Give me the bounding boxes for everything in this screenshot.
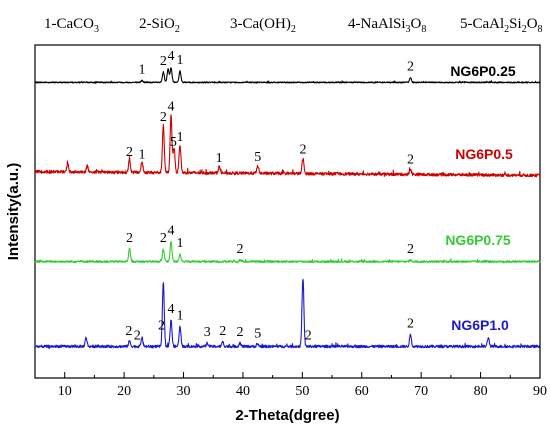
legend-text-part: 3-Ca(OH): [230, 16, 291, 32]
y-axis-title: Intensity(a.u.): [5, 163, 22, 261]
peak-label: 2: [160, 231, 167, 246]
peak-label: 2: [125, 324, 132, 339]
x-axis-title: 2-Theta(dgree): [235, 407, 339, 424]
legend-text-part: 4-NaAlSi: [348, 16, 406, 32]
legend-text-part: 1-CaCO: [44, 16, 94, 32]
peak-label: 2: [299, 142, 306, 157]
peak-label: 5: [170, 135, 177, 150]
x-tick-label: 20: [117, 384, 131, 399]
legend-text-part: 5-CaAl: [460, 16, 504, 32]
legend-text-part: O: [527, 16, 538, 32]
legend-text-part: O: [411, 16, 422, 32]
peak-label: 2: [160, 54, 167, 69]
peak-label: 1: [176, 53, 183, 68]
legend-subscript: 2: [522, 24, 527, 35]
peak-label: 1: [176, 309, 183, 324]
series-line: [34, 114, 541, 178]
peak-label: 2: [219, 324, 226, 339]
legend-text-part: 2-SiO: [139, 16, 175, 32]
peak-label: 2: [236, 325, 243, 340]
legend-subscript: 8: [538, 24, 543, 35]
legend-subscript: 2: [504, 24, 509, 35]
phase-legend-item: 5-CaAl2Si2O8: [460, 16, 543, 35]
plot-frame: [34, 44, 541, 379]
peak-label: 2: [126, 231, 133, 246]
peak-label: 1: [216, 151, 223, 166]
x-tick-label: 80: [474, 384, 488, 399]
peak-label: 2: [158, 319, 165, 334]
series-name: NG6P0.75: [445, 232, 511, 248]
peak-label: 1: [176, 236, 183, 251]
series-names: NG6P0.25 NG6P0.5 NG6P0.75 NG6P1.0: [445, 63, 516, 333]
peak-label: 2: [407, 152, 414, 167]
legend-subscript: 8: [421, 24, 426, 35]
phase-legend-item: 3-Ca(OH)2: [230, 16, 296, 35]
phase-legend-item: 1-CaCO3: [44, 16, 99, 35]
x-tick-label: 60: [355, 384, 369, 399]
legend-subscript: 3: [406, 24, 411, 35]
legend-subscript: 3: [94, 24, 99, 35]
peak-label: 4: [168, 224, 175, 239]
x-tick-label: 30: [177, 384, 191, 399]
legend-text-part: Si: [509, 16, 522, 32]
x-tick-label: 50: [295, 384, 309, 399]
x-tick-label: 90: [533, 384, 547, 399]
legend-subscript: 2: [175, 24, 180, 35]
phase-legend-item: 4-NaAlSi3O8: [348, 16, 426, 35]
peak-label: 2: [126, 145, 133, 160]
peak-label: 2: [134, 328, 141, 343]
peak-label: 5: [254, 326, 261, 341]
series-name: NG6P0.5: [455, 146, 513, 162]
series-name: NG6P0.25: [450, 63, 516, 79]
peak-label: 5: [254, 150, 261, 165]
x-axis-ticks: 10 20 30 40 50 60 70 80 90: [34, 372, 547, 399]
peak-label: 2: [407, 316, 414, 331]
series-name: NG6P1.0: [451, 317, 509, 333]
series-line: [34, 67, 541, 84]
legend-subscript: 2: [291, 24, 296, 35]
peak-label: 2: [407, 60, 414, 75]
peak-label: 3: [204, 325, 211, 340]
series-line: [34, 241, 541, 264]
peak-label: 1: [138, 62, 145, 77]
peak-label: 4: [168, 100, 175, 115]
peak-label: 1: [138, 147, 145, 162]
peak-label: 2: [236, 242, 243, 257]
x-tick-label: 70: [414, 384, 428, 399]
peak-label: 2: [160, 110, 167, 125]
peak-label: 4: [168, 302, 175, 317]
peak-label: 2: [305, 328, 312, 343]
series-line: [34, 278, 541, 350]
phase-legend-item: 2-SiO2: [139, 16, 180, 35]
peak-label: 1: [176, 130, 183, 145]
series-lines: [34, 67, 541, 350]
peak-label: 4: [168, 49, 175, 64]
phase-legend: 1-CaCO3 2-SiO2 3-Ca(OH)2 4-NaAlSi3O8 5-CaAl2…: [44, 16, 543, 35]
x-tick-label: 40: [236, 384, 250, 399]
peak-label: 2: [407, 242, 414, 257]
x-tick-label: 10: [58, 384, 72, 399]
